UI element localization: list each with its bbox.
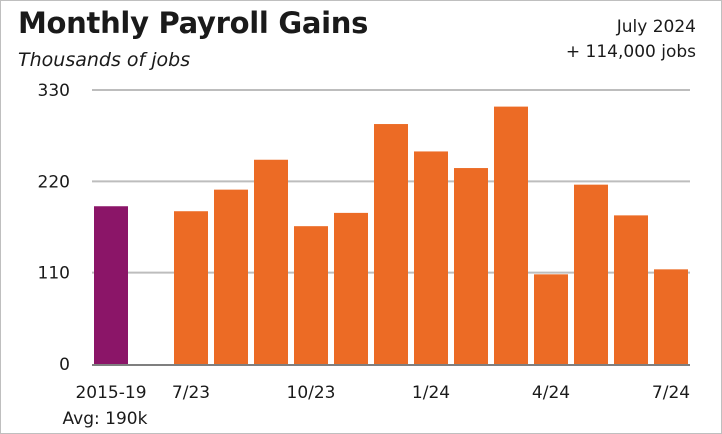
y-tick-label: 110 <box>38 264 70 284</box>
chart-title: Monthly Payroll Gains <box>18 6 369 40</box>
chart-subtitle: Thousands of jobs <box>18 49 191 71</box>
bar-4-24 <box>534 274 568 364</box>
x-tick-label: 1/24 <box>412 383 450 403</box>
bar-2015-19-avg <box>94 206 128 364</box>
bar-6-24 <box>614 215 648 364</box>
bar-8-23 <box>214 189 248 364</box>
bar-12-23 <box>374 124 408 365</box>
x-tick-label: 10/23 <box>287 383 336 403</box>
callout-value: + 114,000 jobs <box>565 42 696 62</box>
callout-date: July 2024 <box>616 17 696 37</box>
bar-3-24 <box>494 106 528 364</box>
y-tick-label: 0 <box>59 355 70 375</box>
bar-11-23 <box>334 212 368 364</box>
bar-9-23 <box>254 159 288 364</box>
y-tick-label: 330 <box>38 81 70 101</box>
x-tick-label: 7/23 <box>172 383 210 403</box>
bar-7-23 <box>174 211 208 364</box>
x-tick-label: 4/24 <box>532 383 570 403</box>
x-tick-label: 2015-19 <box>75 383 146 403</box>
bar-1-24 <box>414 151 448 364</box>
x-tick-label: 7/24 <box>652 383 690 403</box>
bar-5-24 <box>574 184 608 364</box>
x-tick-sublabel: Avg: 190k <box>63 409 148 429</box>
y-tick-label: 220 <box>38 172 70 192</box>
bar-10-23 <box>294 226 328 364</box>
bar-7-24 <box>654 269 688 364</box>
bar-2-24 <box>454 168 488 364</box>
